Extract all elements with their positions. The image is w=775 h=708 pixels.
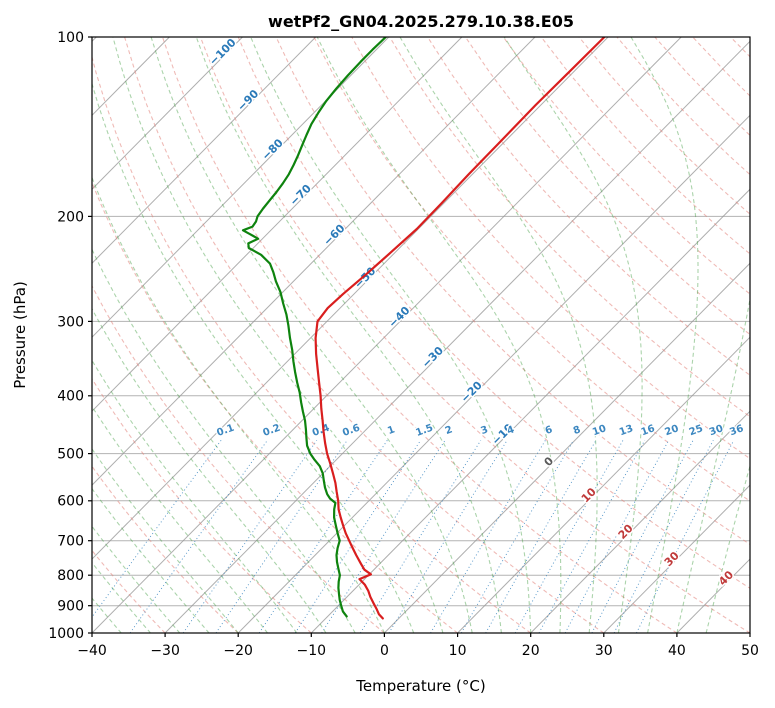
isobar-lines bbox=[92, 37, 750, 633]
svg-text:0.2: 0.2 bbox=[262, 423, 282, 439]
svg-text:800: 800 bbox=[57, 568, 84, 584]
svg-text:10: 10 bbox=[449, 643, 467, 659]
svg-text:1000: 1000 bbox=[48, 626, 84, 642]
svg-text:13: 13 bbox=[618, 423, 635, 438]
svg-text:−90: −90 bbox=[235, 87, 262, 114]
x-axis-label: Temperature (°C) bbox=[356, 677, 486, 695]
svg-text:3: 3 bbox=[479, 424, 489, 437]
svg-text:−100: −100 bbox=[207, 36, 239, 68]
svg-text:1.5: 1.5 bbox=[414, 423, 434, 439]
svg-text:−30: −30 bbox=[150, 643, 180, 659]
svg-text:0.6: 0.6 bbox=[341, 423, 361, 439]
svg-text:−40: −40 bbox=[77, 643, 107, 659]
temperature-curve bbox=[314, 37, 606, 620]
moist-adiabat-lines bbox=[92, 37, 750, 633]
svg-text:20: 20 bbox=[522, 643, 540, 659]
svg-text:1: 1 bbox=[386, 424, 396, 437]
svg-text:16: 16 bbox=[640, 423, 657, 438]
plot-background: −100−90−80−70−60−50−40−30−20−10010203040… bbox=[92, 36, 750, 633]
svg-text:−10: −10 bbox=[297, 643, 327, 659]
svg-text:−50: −50 bbox=[352, 264, 379, 291]
svg-text:−30: −30 bbox=[419, 344, 446, 371]
svg-text:0: 0 bbox=[380, 643, 389, 659]
svg-text:600: 600 bbox=[57, 494, 84, 510]
svg-text:500: 500 bbox=[57, 447, 84, 463]
svg-text:−80: −80 bbox=[259, 136, 286, 163]
svg-text:30: 30 bbox=[708, 423, 725, 438]
chart-title: wetPf2_GN04.2025.279.10.38.E05 bbox=[268, 12, 574, 31]
svg-text:700: 700 bbox=[57, 534, 84, 550]
svg-text:900: 900 bbox=[57, 599, 84, 615]
dry-adiabat-lines bbox=[92, 37, 750, 633]
svg-text:50: 50 bbox=[741, 643, 759, 659]
dewpoint-curve bbox=[241, 37, 387, 618]
svg-text:400: 400 bbox=[57, 389, 84, 405]
svg-text:20: 20 bbox=[663, 423, 680, 438]
axis-ticks bbox=[88, 36, 751, 637]
svg-text:40: 40 bbox=[668, 643, 686, 659]
svg-text:200: 200 bbox=[57, 209, 84, 225]
svg-text:40: 40 bbox=[716, 568, 736, 588]
axis-tick-labels: −40 −30 −20 −10 0 10 20 30 40 5010020030040050060… bbox=[48, 30, 759, 659]
svg-text:0.1: 0.1 bbox=[215, 423, 235, 439]
svg-text:20: 20 bbox=[616, 522, 636, 542]
mixing-ratio-labels: 0.1 0.2 0.4 0.6 1 1.5 2 3 4 6 8 10 13 16 20 25 30 36 bbox=[214, 421, 746, 440]
svg-text:300: 300 bbox=[57, 314, 84, 330]
svg-text:36: 36 bbox=[728, 423, 745, 438]
svg-text:−40: −40 bbox=[386, 304, 413, 331]
svg-text:30: 30 bbox=[595, 643, 613, 659]
svg-text:25: 25 bbox=[688, 423, 705, 438]
isotherm-lines bbox=[92, 37, 750, 633]
mixing-ratio-lines bbox=[92, 440, 735, 633]
plot-frame bbox=[91, 36, 751, 634]
svg-text:−20: −20 bbox=[458, 379, 485, 406]
svg-text:2: 2 bbox=[444, 424, 454, 437]
svg-text:8: 8 bbox=[572, 424, 582, 437]
svg-text:−20: −20 bbox=[223, 643, 253, 659]
svg-text:0.4: 0.4 bbox=[311, 423, 331, 439]
svg-text:−70: −70 bbox=[287, 182, 314, 209]
svg-text:10: 10 bbox=[591, 423, 608, 438]
svg-text:30: 30 bbox=[662, 549, 682, 569]
svg-text:100: 100 bbox=[57, 30, 84, 46]
